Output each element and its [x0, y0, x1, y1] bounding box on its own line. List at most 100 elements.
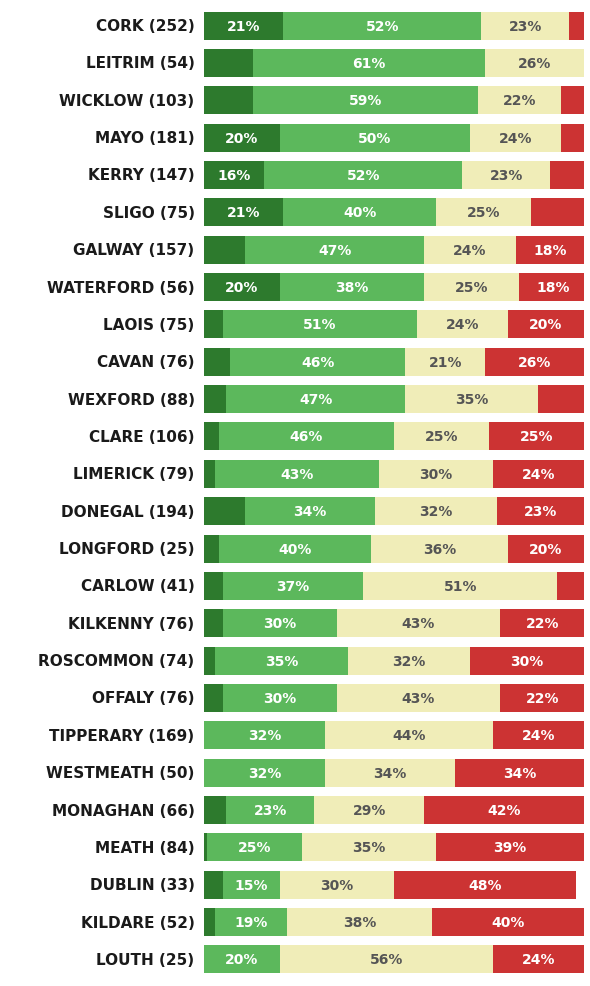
Bar — [204, 237, 245, 264]
Bar — [424, 237, 516, 264]
Text: LOUTH (25): LOUTH (25) — [96, 951, 195, 967]
Text: 23%: 23% — [509, 20, 542, 34]
Text: WICKLOW (103): WICKLOW (103) — [60, 94, 195, 108]
Text: 32%: 32% — [248, 766, 281, 780]
Bar — [264, 162, 463, 189]
Bar — [253, 50, 485, 78]
Text: 24%: 24% — [499, 131, 532, 146]
Text: WATERFORD (56): WATERFORD (56) — [47, 280, 195, 295]
Bar — [405, 348, 485, 377]
Bar — [363, 572, 558, 600]
Text: 16%: 16% — [217, 169, 251, 182]
Text: 47%: 47% — [299, 392, 333, 406]
Bar — [569, 13, 584, 40]
Text: 47%: 47% — [318, 244, 352, 257]
Text: 22%: 22% — [503, 95, 536, 108]
Bar — [204, 199, 283, 227]
Text: CORK (252): CORK (252) — [96, 19, 195, 35]
Bar — [477, 87, 561, 115]
Bar — [561, 124, 584, 153]
Text: 44%: 44% — [392, 729, 426, 742]
Text: 26%: 26% — [518, 57, 551, 71]
Text: 24%: 24% — [522, 467, 555, 481]
Text: 18%: 18% — [533, 244, 566, 257]
Text: CARLOW (41): CARLOW (41) — [81, 579, 195, 594]
Bar — [424, 797, 584, 824]
Text: 23%: 23% — [489, 169, 523, 182]
Text: 51%: 51% — [444, 580, 477, 594]
Text: 40%: 40% — [278, 542, 312, 556]
Bar — [204, 684, 222, 712]
Text: 30%: 30% — [510, 654, 543, 668]
Text: MEATH (84): MEATH (84) — [95, 840, 195, 855]
Bar — [379, 460, 493, 488]
Bar — [405, 386, 539, 414]
Text: 19%: 19% — [234, 915, 268, 929]
Bar — [485, 348, 584, 377]
Bar — [470, 124, 561, 153]
Text: LIMERICK (79): LIMERICK (79) — [73, 466, 195, 482]
Text: KILKENNY (76): KILKENNY (76) — [68, 616, 195, 631]
Bar — [204, 13, 283, 40]
Bar — [516, 237, 584, 264]
Text: MONAGHAN (66): MONAGHAN (66) — [52, 803, 195, 817]
Text: 20%: 20% — [529, 318, 563, 332]
Text: DUBLIN (33): DUBLIN (33) — [90, 878, 195, 892]
Bar — [215, 647, 348, 674]
Bar — [204, 423, 219, 451]
Text: 43%: 43% — [402, 616, 435, 631]
Text: SLIGO (75): SLIGO (75) — [103, 206, 195, 221]
Bar — [204, 386, 227, 414]
Bar — [230, 348, 405, 377]
Bar — [204, 50, 253, 78]
Text: 24%: 24% — [522, 729, 555, 742]
Bar — [227, 386, 405, 414]
Text: 25%: 25% — [467, 206, 500, 220]
Bar — [215, 908, 287, 936]
Bar — [204, 162, 264, 189]
Bar — [417, 312, 508, 339]
Text: KILDARE (52): KILDARE (52) — [81, 915, 195, 930]
Bar — [280, 274, 424, 302]
Text: 61%: 61% — [352, 57, 386, 71]
Bar — [500, 609, 584, 638]
Text: GALWAY (157): GALWAY (157) — [74, 243, 195, 258]
Text: 37%: 37% — [276, 580, 310, 594]
Bar — [314, 797, 424, 824]
Text: 42%: 42% — [487, 804, 521, 817]
Bar — [215, 460, 379, 488]
Text: 56%: 56% — [369, 952, 403, 966]
Bar — [222, 871, 280, 899]
Bar — [531, 199, 584, 227]
Bar — [519, 274, 588, 302]
Bar — [435, 199, 531, 227]
Bar — [204, 348, 230, 377]
Text: 21%: 21% — [227, 20, 260, 34]
Bar — [325, 759, 455, 787]
Text: LONGFORD (25): LONGFORD (25) — [59, 541, 195, 556]
Bar — [435, 833, 584, 862]
Bar — [204, 535, 219, 563]
Bar — [227, 797, 314, 824]
Bar — [287, 908, 432, 936]
Bar — [508, 312, 584, 339]
Text: DONEGAL (194): DONEGAL (194) — [61, 504, 195, 520]
Text: 32%: 32% — [419, 505, 453, 519]
Text: 48%: 48% — [468, 878, 502, 891]
Text: 24%: 24% — [522, 952, 555, 966]
Text: 23%: 23% — [524, 505, 557, 519]
Bar — [500, 684, 584, 712]
Text: 32%: 32% — [392, 654, 426, 668]
Text: 25%: 25% — [238, 840, 271, 855]
Text: 38%: 38% — [343, 915, 376, 929]
Text: WEXFORD (88): WEXFORD (88) — [68, 392, 195, 407]
Text: 30%: 30% — [419, 467, 453, 481]
Bar — [481, 13, 569, 40]
Bar — [219, 423, 394, 451]
Text: 20%: 20% — [529, 542, 563, 556]
Bar — [497, 498, 584, 526]
Text: 22%: 22% — [526, 616, 559, 631]
Text: 46%: 46% — [290, 430, 323, 444]
Text: 46%: 46% — [301, 355, 335, 370]
Text: 26%: 26% — [518, 355, 551, 370]
